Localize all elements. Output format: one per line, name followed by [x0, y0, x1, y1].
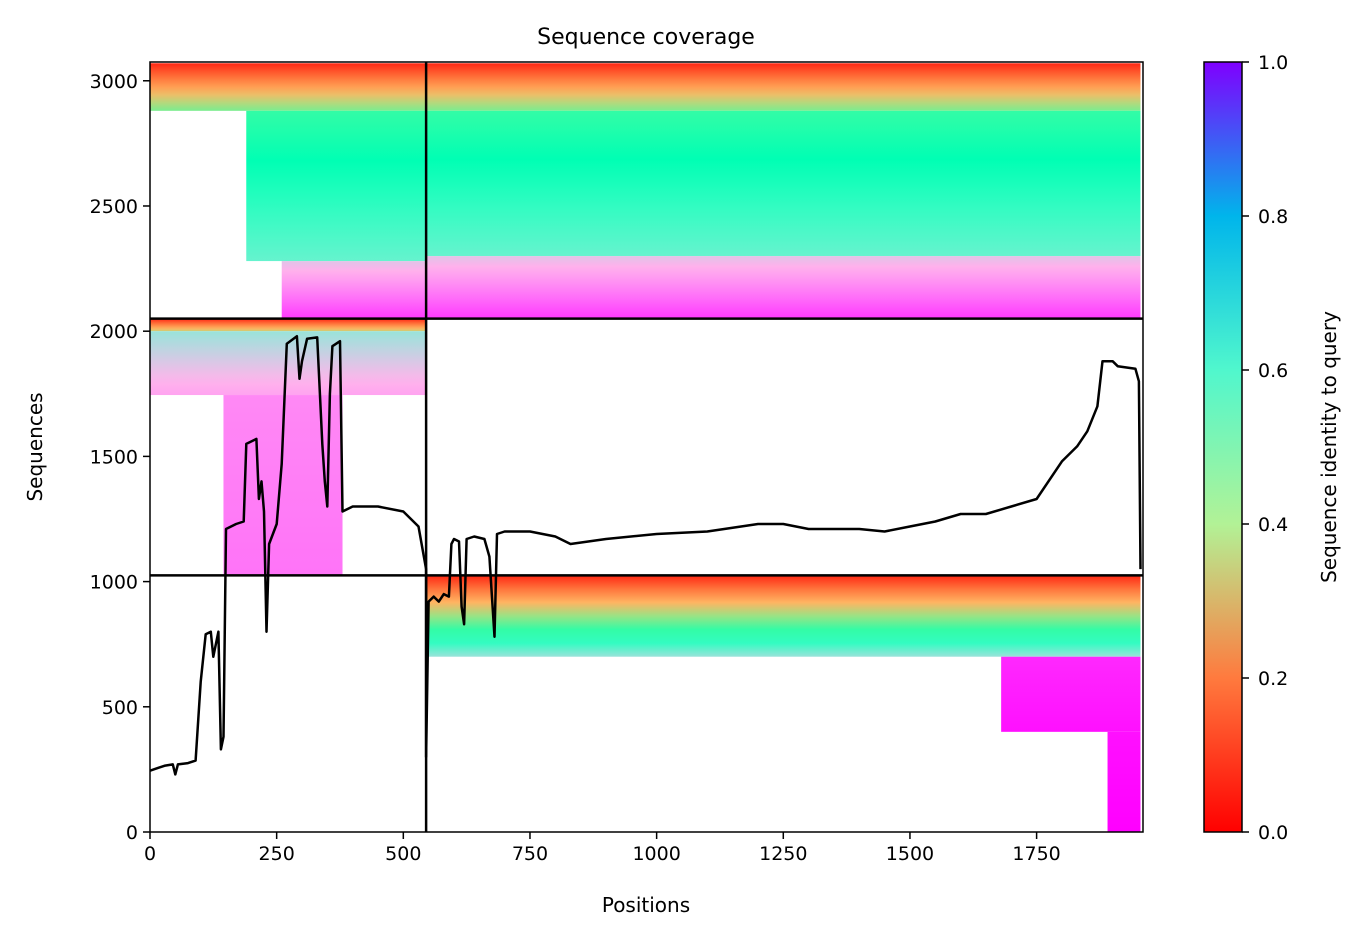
y-tick-label: 1000	[90, 572, 138, 594]
chart-title: Sequence coverage	[537, 25, 755, 50]
x-tick-label: 500	[385, 843, 421, 865]
identity-blocks	[150, 63, 1141, 832]
identity-block	[1001, 656, 1141, 732]
identity-block	[426, 256, 1141, 319]
identity-block	[150, 318, 427, 332]
x-tick-label: 1500	[886, 843, 934, 865]
identity-block	[281, 261, 427, 319]
x-tick-label: 1750	[1012, 843, 1060, 865]
y-tick-label: 500	[102, 697, 138, 719]
x-axis-label: Positions	[602, 893, 690, 917]
y-tick-label: 0	[126, 822, 138, 844]
colorbar-tick-label: 0.8	[1258, 206, 1288, 228]
identity-block	[1107, 731, 1141, 832]
x-tick-label: 250	[259, 843, 295, 865]
y-axis: 0 500 1000 1500 2000 2500 3000	[90, 71, 150, 844]
identity-block	[426, 575, 1141, 657]
x-tick-label: 0	[144, 843, 156, 865]
colorbar-tick-label: 1.0	[1258, 52, 1288, 74]
y-tick-label: 2500	[90, 196, 138, 218]
x-tick-label: 1000	[632, 843, 680, 865]
identity-block	[150, 63, 427, 111]
identity-block	[150, 331, 427, 396]
x-axis: 0 250 500 750 1000 1250 1500 1750	[144, 832, 1061, 865]
colorbar-tick-label: 0.0	[1258, 822, 1288, 844]
coverage-line	[150, 334, 1142, 776]
colorbar	[1203, 61, 1243, 833]
colorbar-ticks: 0.0 0.2 0.4 0.6 0.8 1.0	[1242, 52, 1288, 844]
y-tick-label: 1500	[90, 446, 138, 468]
x-tick-label: 1250	[759, 843, 807, 865]
x-tick-label: 750	[512, 843, 548, 865]
y-tick-label: 2000	[90, 321, 138, 343]
identity-block	[426, 63, 1141, 111]
colorbar-tick-label: 0.2	[1258, 668, 1288, 690]
colorbar-tick-label: 0.6	[1258, 360, 1288, 382]
identity-block	[246, 110, 427, 262]
plot-frame	[149, 61, 1144, 833]
colorbar-tick-label: 0.4	[1258, 514, 1288, 536]
y-axis-label: Sequences	[23, 392, 47, 501]
y-tick-label: 3000	[90, 71, 138, 93]
identity-block	[426, 110, 1141, 257]
colorbar-label: Sequence identity to query	[1317, 311, 1341, 583]
